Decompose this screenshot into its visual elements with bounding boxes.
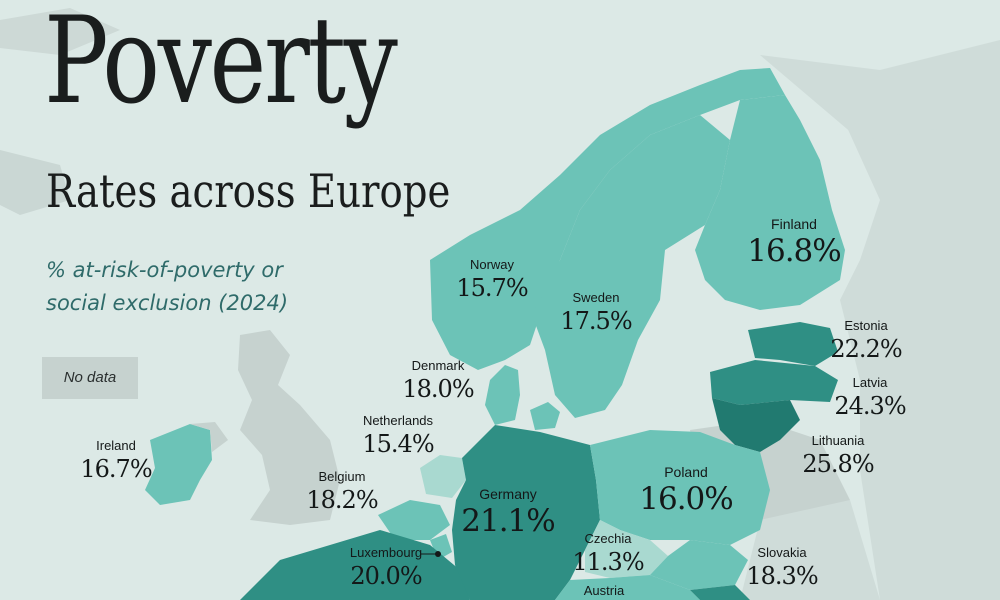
legend-no-data-label: No data xyxy=(63,369,117,386)
legend-no-data: No data xyxy=(42,357,138,399)
country-shape-northern-ireland xyxy=(190,422,228,452)
label-luxembourg-name: Luxembourg xyxy=(349,545,423,560)
country-shape-france xyxy=(240,530,470,600)
country-shape-poland xyxy=(590,430,770,545)
label-ireland-name: Ireland xyxy=(96,438,136,453)
label-slovakia-name: Slovakia xyxy=(757,545,807,560)
label-lithuania: Lithuania 25.8% xyxy=(802,433,874,479)
country-shape-norway xyxy=(430,68,785,370)
label-germany: Germany 21.1% xyxy=(461,486,555,540)
label-norway-name: Norway xyxy=(469,257,515,272)
label-czechia-name: Czechia xyxy=(584,531,632,546)
ukraine-landmass xyxy=(740,500,880,600)
country-shape-belgium xyxy=(378,500,450,540)
label-ireland-value: 16.7% xyxy=(80,455,152,483)
label-slovakia: Slovakia 18.3% xyxy=(746,545,818,591)
country-shape-denmark xyxy=(485,365,520,425)
country-shape-latvia xyxy=(710,360,838,405)
label-austria-name: Austria xyxy=(583,583,625,598)
country-shape-ireland xyxy=(145,424,212,505)
country-shape-czechia xyxy=(585,520,668,578)
label-sweden: Sweden 17.5% xyxy=(560,290,632,336)
label-belgium-value: 18.2% xyxy=(306,486,378,514)
country-shape-finland xyxy=(695,95,845,310)
label-denmark-value: 18.0% xyxy=(402,375,474,403)
label-germany-name: Germany xyxy=(479,486,537,502)
russia-landmass xyxy=(830,70,1000,600)
iceland-landmass xyxy=(0,150,70,215)
label-finland-value: 16.8% xyxy=(747,233,841,269)
label-poland-name: Poland xyxy=(664,464,708,480)
label-germany-value: 21.1% xyxy=(461,503,555,539)
label-finland: Finland 16.8% xyxy=(747,216,841,270)
label-poland-value: 16.0% xyxy=(639,481,733,517)
label-czechia-value: 11.3% xyxy=(572,548,644,576)
label-latvia: Latvia 24.3% xyxy=(834,375,906,421)
country-shape-slovakia xyxy=(650,540,748,590)
label-poland: Poland 16.0% xyxy=(639,464,733,518)
label-belgium-name: Belgium xyxy=(318,469,366,484)
country-shape-netherlands xyxy=(420,455,466,498)
label-netherlands-value: 15.4% xyxy=(362,430,434,458)
label-norway: Norway 15.7% xyxy=(456,257,528,303)
greenland-landmass xyxy=(0,8,120,55)
country-shape-austria xyxy=(555,575,700,600)
label-latvia-name: Latvia xyxy=(852,375,888,390)
label-latvia-value: 24.3% xyxy=(834,392,906,420)
country-shape-hungary xyxy=(690,585,750,600)
country-shape-lithuania xyxy=(712,398,800,452)
label-luxembourg-value: 20.0% xyxy=(350,562,422,590)
luxembourg-pointer-dot xyxy=(435,551,441,557)
label-estonia-value: 22.2% xyxy=(830,335,902,363)
label-denmark-name: Denmark xyxy=(411,358,465,373)
label-luxembourg: Luxembourg 20.0% xyxy=(349,545,423,591)
country-shape-germany xyxy=(452,425,600,600)
label-netherlands: Netherlands 15.4% xyxy=(362,413,434,459)
russia-north-landmass xyxy=(760,40,1000,140)
great-britain-landmass xyxy=(238,330,340,525)
label-estonia-name: Estonia xyxy=(844,318,888,333)
label-estonia: Estonia 22.2% xyxy=(830,318,902,364)
country-shape-danish-island xyxy=(530,402,560,430)
label-czechia: Czechia 11.3% xyxy=(572,531,644,577)
country-shape-estonia xyxy=(748,322,838,366)
label-lithuania-value: 25.8% xyxy=(802,450,874,478)
page-title: Poverty xyxy=(44,0,398,131)
label-sweden-name: Sweden xyxy=(572,290,620,305)
country-shape-sweden xyxy=(532,115,730,418)
label-ireland: Ireland 16.7% xyxy=(80,438,152,484)
label-norway-value: 15.7% xyxy=(456,274,528,302)
label-sweden-value: 17.5% xyxy=(560,307,632,335)
label-denmark: Denmark 18.0% xyxy=(402,358,474,404)
label-belgium: Belgium 18.2% xyxy=(306,469,378,515)
label-slovakia-value: 18.3% xyxy=(746,562,818,590)
label-finland-name: Finland xyxy=(771,216,817,232)
label-lithuania-name: Lithuania xyxy=(811,433,865,448)
page-subtitle: Rates across Europe xyxy=(46,164,451,218)
label-netherlands-name: Netherlands xyxy=(362,413,434,428)
metric-description: % at-risk-of-poverty or social exclusion… xyxy=(46,258,289,315)
label-austria: Austria xyxy=(584,583,624,599)
